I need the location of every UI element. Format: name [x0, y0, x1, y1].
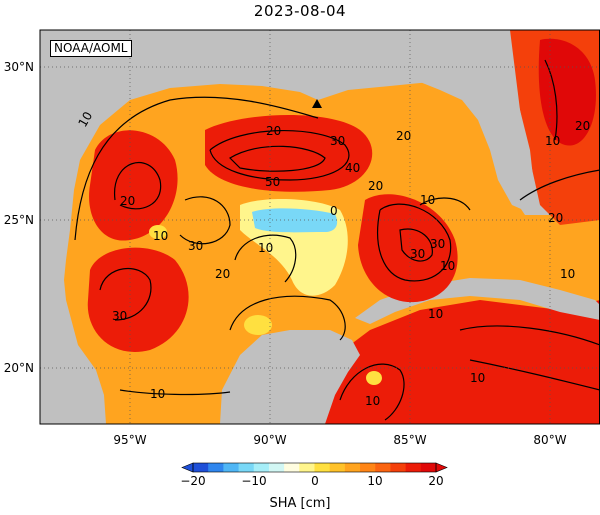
colorbar-segment — [375, 463, 391, 472]
contour-label: 40 — [345, 161, 360, 175]
colorbar-segment — [284, 463, 300, 472]
colorbar-tick-label: 20 — [428, 474, 443, 488]
contour-label-group: 10 20 30 40 50 0 10 10 20 30 30 20 10 10… — [75, 109, 590, 408]
contour-label: 0 — [330, 204, 338, 218]
contour-label: 30 — [188, 239, 203, 253]
contour-label: 10 — [545, 134, 560, 148]
colorbar-segment — [360, 463, 376, 472]
colorbar-segment — [238, 463, 255, 472]
axis-labels: 95°W 90°W 85°W 80°W 20°N 25°N 30°N — [4, 60, 567, 447]
colorbar-segment — [314, 463, 331, 472]
contour-label: 30 — [410, 247, 425, 261]
colorbar-segment — [390, 463, 407, 472]
colorbar-extend-max — [435, 462, 448, 473]
contour-label: 30 — [112, 309, 127, 323]
triangle-marker-icon — [312, 99, 322, 108]
warm-eddy-east — [358, 194, 458, 303]
contour-label: 20 — [575, 119, 590, 133]
colorbar-tick-label: 10 — [367, 474, 382, 488]
contour-label: 10 — [153, 229, 168, 243]
yucatan-peninsula — [220, 330, 360, 424]
colorbar-segment — [299, 463, 315, 472]
colorbar-segment — [344, 463, 361, 472]
lon-tick-label: 85°W — [393, 433, 426, 447]
contour-label: 20 — [368, 179, 383, 193]
contour-label: 20 — [120, 194, 135, 208]
contour-label: 20 — [215, 267, 230, 281]
contour-label: 20 — [396, 129, 411, 143]
us-coast-land — [60, 30, 440, 200]
lon-tick-label: 80°W — [533, 433, 566, 447]
warm-band-atlantic — [538, 38, 596, 146]
contour-label: 10 — [258, 241, 273, 255]
colorbar-segment — [208, 463, 224, 472]
colorbar-segment — [223, 463, 240, 472]
contour-label: 50 — [265, 175, 280, 189]
lat-tick-label: 25°N — [4, 213, 34, 227]
yellow-patch-1 — [149, 225, 167, 239]
colorbar-segment — [268, 463, 285, 472]
yellow-patch-3 — [244, 315, 272, 335]
colorbar-outline — [192, 462, 437, 473]
caribbean-water — [300, 300, 600, 424]
lon-tick-label: 95°W — [113, 433, 146, 447]
map-title: 2023-08-04 — [253, 2, 347, 20]
warm-eddy-west — [89, 130, 178, 241]
contour-label: 10 — [440, 259, 455, 273]
colorbar-segment — [329, 463, 346, 472]
florida-land — [440, 30, 535, 212]
contour-label: 30 — [430, 237, 445, 251]
contour-label: 20 — [548, 211, 563, 225]
colorbar-label: SHA [cm] — [269, 496, 331, 511]
contour-label: 10 — [365, 394, 380, 408]
colorbar-segment — [253, 463, 270, 472]
contour-label: 10 — [75, 109, 95, 129]
colorbar-segment — [193, 463, 209, 472]
lat-tick-label: 20°N — [4, 361, 34, 375]
contour-label: 20 — [266, 124, 281, 138]
cold-core-center — [252, 208, 338, 233]
colorbar-ticks: −20 −10 0 10 20 — [180, 474, 443, 488]
yellow-patch-2 — [366, 371, 382, 385]
colorbar — [181, 462, 448, 473]
lat-tick-label: 30°N — [4, 60, 34, 74]
colorbar-tick-label: −20 — [180, 474, 205, 488]
yucatan-land — [40, 30, 106, 424]
warm-eddy-south — [87, 247, 189, 352]
contour-label: 10 — [428, 307, 443, 321]
contour-label: 10 — [420, 193, 435, 207]
contour-label: 10 — [150, 387, 165, 401]
graticule — [40, 30, 600, 424]
colorbar-extend-min — [181, 462, 194, 473]
colorbar-tick-label: 0 — [311, 474, 319, 488]
attribution-label: NOAA/AOML — [50, 40, 132, 57]
contour-label: 10 — [470, 371, 485, 385]
contour-label: 30 — [330, 134, 345, 148]
contour-label: 10 — [560, 267, 575, 281]
colorbar-tick-label: −10 — [241, 474, 266, 488]
colorbar-segment — [405, 463, 422, 472]
lon-tick-label: 90°W — [253, 433, 286, 447]
contour-lines — [74, 59, 600, 421]
colorbar-segment — [420, 463, 437, 472]
